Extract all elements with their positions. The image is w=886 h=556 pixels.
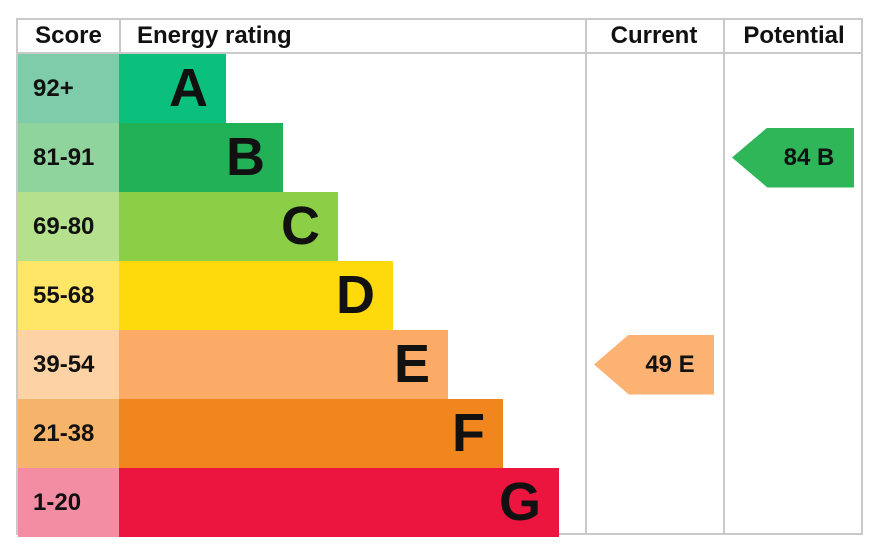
score-cell-e: 39-54 xyxy=(18,330,119,399)
rating-row-d: 55-68 D xyxy=(18,261,861,330)
score-range-label: 55-68 xyxy=(33,281,95,309)
header-potential: Potential xyxy=(743,22,845,49)
band-letter: D xyxy=(336,265,375,325)
band-letter: G xyxy=(498,472,541,532)
score-range-label: 21-38 xyxy=(33,419,95,447)
header-row: Score Energy rating Current Potential xyxy=(18,20,861,54)
current-column-divider xyxy=(585,20,587,533)
band-letter: A xyxy=(169,58,208,118)
rating-row-c: 69-80 C xyxy=(18,192,861,261)
current-rating-label: 49 E xyxy=(645,350,695,378)
band-letter: C xyxy=(281,196,320,256)
band-bar-a: A xyxy=(119,54,226,123)
score-cell-b: 81-91 xyxy=(18,123,119,192)
score-range-label: 39-54 xyxy=(33,350,95,378)
rating-row-f: 21-38 F xyxy=(18,399,861,468)
band-bar-b: B xyxy=(119,123,283,192)
score-range-label: 81-91 xyxy=(33,143,95,171)
band-letter: F xyxy=(452,403,485,463)
score-range-label: 69-80 xyxy=(33,212,95,240)
band-bar-f: F xyxy=(119,399,503,468)
score-cell-f: 21-38 xyxy=(18,399,119,468)
header-score: Score xyxy=(35,22,102,49)
score-column-divider xyxy=(119,20,121,52)
score-cell-a: 92+ xyxy=(18,54,119,123)
band-bar-c: C xyxy=(119,192,338,261)
score-cell-d: 55-68 xyxy=(18,261,119,330)
rating-row-a: 92+ A xyxy=(18,54,861,123)
header-current: Current xyxy=(610,22,698,49)
potential-rating-label: 84 B xyxy=(783,143,835,171)
potential-column-divider xyxy=(723,20,725,533)
band-bar-e: E xyxy=(119,330,448,399)
score-cell-c: 69-80 xyxy=(18,192,119,261)
band-bar-g: G xyxy=(119,468,559,537)
rating-row-b: 81-91 B xyxy=(18,123,861,192)
band-letter: B xyxy=(226,127,265,187)
band-letter: E xyxy=(393,334,430,394)
score-range-label: 1-20 xyxy=(33,488,82,516)
rating-rows: 92+ A 81-91 B 69-80 C 55-68 D 39-54 E 21-38 F 1-20 G xyxy=(18,54,861,537)
epc-table: Score Energy rating Current Potential 92… xyxy=(16,18,863,537)
rating-row-e: 39-54 E xyxy=(18,330,861,399)
score-cell-g: 1-20 xyxy=(18,468,119,537)
score-range-label: 92+ xyxy=(33,74,74,102)
band-bar-d: D xyxy=(119,261,393,330)
header-energy-rating: Energy rating xyxy=(137,22,292,49)
rating-row-g: 1-20 G xyxy=(18,468,861,537)
